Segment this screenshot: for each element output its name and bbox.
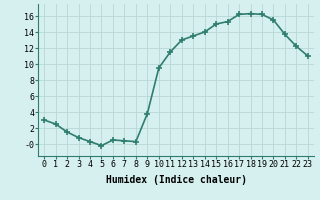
X-axis label: Humidex (Indice chaleur): Humidex (Indice chaleur) xyxy=(106,175,246,185)
